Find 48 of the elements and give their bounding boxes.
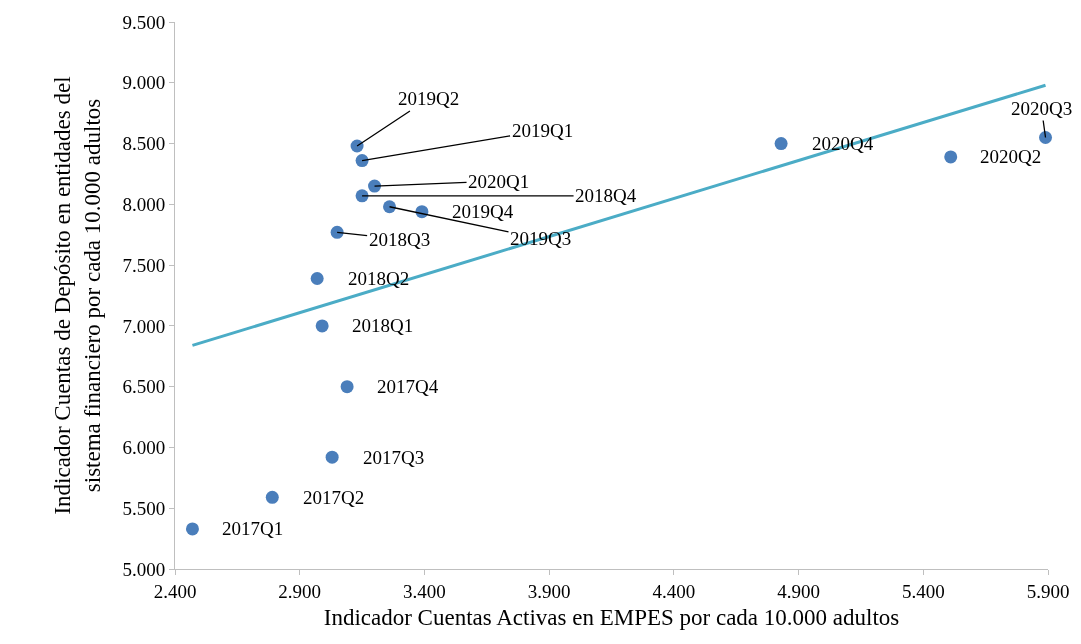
x-tick-label: 2.400 [153, 580, 197, 602]
annotation: 2020Q1 [468, 171, 530, 192]
point [368, 179, 382, 193]
x-tick-label: 2.900 [278, 580, 322, 602]
point [310, 271, 324, 285]
annotation: 2017Q2 [303, 487, 365, 508]
point [340, 380, 354, 394]
x-tick-label: 5.900 [1026, 580, 1070, 602]
annotation: 2020Q3 [1011, 98, 1073, 119]
point [1039, 130, 1053, 144]
point [185, 522, 199, 536]
y-tick-label: 7.500 [122, 254, 166, 276]
y-tick-label: 9.500 [122, 11, 166, 33]
annotation: 2017Q3 [363, 447, 425, 468]
y-axis-title: Indicador Cuentas de Depósito en entidades del sistema financiero por cada 10.000 adultos [50, 76, 105, 515]
point [315, 319, 329, 333]
annotation: 2017Q4 [377, 376, 439, 397]
y-tick-label: 6.500 [122, 376, 166, 398]
annotation: 2019Q4 [452, 201, 514, 222]
y-tick-label: 7.000 [122, 315, 166, 337]
annotation: 2020Q2 [980, 146, 1042, 167]
point [383, 200, 397, 214]
y-tick-label: 6.000 [122, 437, 166, 459]
y-tick-label: 8.000 [122, 193, 166, 215]
y-tick-label: 8.500 [122, 133, 166, 155]
x-tick-label: 5.400 [901, 580, 945, 602]
x-axis-title: Indicador Cuentas Activas en EMPES por cada 10.000 adultos [323, 605, 900, 631]
point [944, 150, 958, 164]
annotation: 2018Q2 [348, 268, 410, 289]
annotation: 2019Q2 [398, 88, 460, 109]
point [330, 225, 344, 239]
annotation: 2019Q1 [512, 120, 574, 141]
x-tick-label: 4.400 [652, 580, 696, 602]
x-tick-label: 4.900 [777, 580, 820, 602]
annotation: 2018Q3 [369, 229, 431, 250]
y-tick-label: 5.000 [122, 558, 166, 580]
x-tick-label: 3.900 [527, 580, 571, 602]
point [325, 450, 339, 464]
annotation: 2018Q4 [575, 185, 637, 206]
x-tick-label: 3.400 [403, 580, 446, 602]
point [355, 154, 369, 168]
annotation: 2018Q1 [352, 315, 414, 336]
annotation: 2017Q1 [222, 518, 284, 539]
point [265, 490, 279, 504]
y-tick-label: 5.500 [122, 497, 166, 519]
y-tick-label: 9.000 [122, 72, 166, 94]
point [355, 189, 369, 203]
point [774, 137, 788, 151]
